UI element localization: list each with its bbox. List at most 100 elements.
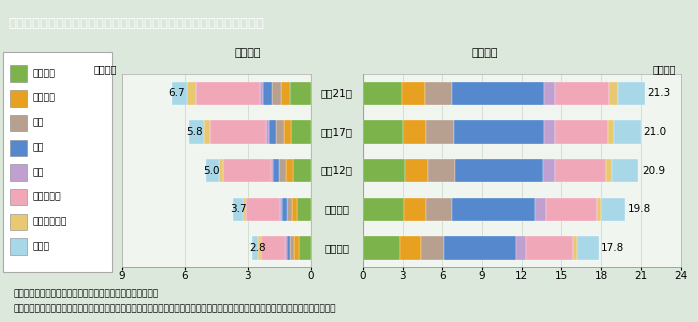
Bar bbox=[363, 82, 402, 105]
Bar bbox=[606, 159, 612, 182]
Text: 平成21年: 平成21年 bbox=[321, 88, 352, 99]
Text: 第１－８－９図　専攻分野別にみた大学等の研究本務者の推移（性別）: 第１－８－９図 専攻分野別にみた大学等の研究本務者の推移（性別） bbox=[8, 17, 265, 30]
Bar bbox=[400, 236, 420, 260]
Bar bbox=[204, 120, 210, 144]
Text: 農学: 農学 bbox=[33, 168, 44, 177]
Bar bbox=[293, 159, 311, 182]
Bar bbox=[543, 159, 555, 182]
Bar bbox=[555, 82, 609, 105]
Bar bbox=[403, 120, 426, 144]
Text: 〈女性〉: 〈女性〉 bbox=[235, 48, 261, 58]
FancyBboxPatch shape bbox=[10, 238, 27, 255]
Text: 2.8: 2.8 bbox=[249, 243, 266, 253]
Bar bbox=[272, 82, 281, 105]
Bar bbox=[555, 120, 608, 144]
Bar bbox=[404, 198, 426, 221]
FancyBboxPatch shape bbox=[3, 52, 112, 272]
Bar bbox=[363, 120, 403, 144]
Bar bbox=[454, 120, 544, 144]
Bar bbox=[297, 198, 311, 221]
FancyBboxPatch shape bbox=[10, 65, 27, 82]
Bar bbox=[266, 120, 269, 144]
Bar bbox=[188, 82, 196, 105]
Bar bbox=[246, 198, 281, 221]
Bar bbox=[363, 198, 404, 221]
Bar bbox=[426, 120, 454, 144]
Bar bbox=[618, 82, 645, 105]
Bar bbox=[535, 198, 547, 221]
Bar bbox=[273, 159, 279, 182]
Text: 17.8: 17.8 bbox=[601, 243, 625, 253]
Bar bbox=[608, 120, 614, 144]
Bar bbox=[284, 120, 291, 144]
FancyBboxPatch shape bbox=[10, 189, 27, 205]
Bar bbox=[290, 82, 311, 105]
Bar bbox=[363, 159, 405, 182]
Text: 〈男性〉: 〈男性〉 bbox=[472, 48, 498, 58]
Bar bbox=[271, 159, 273, 182]
Bar bbox=[526, 236, 572, 260]
Text: 19.8: 19.8 bbox=[628, 204, 651, 214]
Bar bbox=[189, 120, 204, 144]
Bar bbox=[426, 198, 452, 221]
Text: 3.7: 3.7 bbox=[230, 204, 247, 214]
Bar bbox=[597, 198, 601, 221]
Bar bbox=[614, 120, 641, 144]
Bar bbox=[402, 82, 425, 105]
Text: 医学・歯学: 医学・歯学 bbox=[33, 193, 61, 202]
Bar bbox=[429, 159, 455, 182]
Text: 平成２年: 平成２年 bbox=[325, 243, 349, 253]
Bar bbox=[218, 159, 223, 182]
Bar bbox=[210, 120, 266, 144]
Bar bbox=[290, 236, 295, 260]
Bar bbox=[258, 236, 260, 260]
FancyBboxPatch shape bbox=[10, 115, 27, 131]
Text: （万人）: （万人） bbox=[94, 64, 117, 74]
Text: 社会科学: 社会科学 bbox=[33, 94, 56, 103]
Bar bbox=[544, 82, 555, 105]
Bar bbox=[281, 82, 290, 105]
Bar bbox=[282, 198, 286, 221]
Bar bbox=[233, 198, 243, 221]
Text: 人文科学: 人文科学 bbox=[33, 69, 56, 78]
Bar bbox=[285, 236, 287, 260]
Bar bbox=[425, 82, 452, 105]
Text: 21.0: 21.0 bbox=[644, 127, 667, 137]
Text: 21.3: 21.3 bbox=[648, 88, 671, 99]
Bar bbox=[295, 236, 299, 260]
Bar bbox=[577, 236, 598, 260]
Bar bbox=[420, 236, 444, 260]
Bar bbox=[444, 236, 517, 260]
FancyBboxPatch shape bbox=[10, 164, 27, 181]
Bar bbox=[281, 198, 282, 221]
Bar bbox=[260, 236, 285, 260]
Text: 平成７年: 平成７年 bbox=[325, 204, 349, 214]
Bar bbox=[405, 159, 429, 182]
Bar bbox=[572, 236, 577, 260]
Bar bbox=[196, 82, 260, 105]
Text: その他の保健: その他の保健 bbox=[33, 217, 67, 226]
Bar bbox=[517, 236, 526, 260]
Bar bbox=[286, 159, 293, 182]
Text: 6.7: 6.7 bbox=[168, 88, 184, 99]
Text: 5.0: 5.0 bbox=[203, 166, 220, 176]
Text: 理学: 理学 bbox=[33, 118, 44, 128]
Text: 平成12年: 平成12年 bbox=[321, 166, 352, 176]
Bar bbox=[243, 198, 246, 221]
Bar bbox=[601, 198, 625, 221]
Bar bbox=[252, 236, 258, 260]
Bar bbox=[292, 198, 297, 221]
Bar bbox=[286, 198, 292, 221]
Bar bbox=[452, 198, 535, 221]
Bar bbox=[269, 120, 276, 144]
Text: 平成17年: 平成17年 bbox=[321, 127, 352, 137]
Bar bbox=[287, 236, 290, 260]
FancyBboxPatch shape bbox=[10, 139, 27, 156]
Text: 工学: 工学 bbox=[33, 143, 44, 152]
Bar bbox=[544, 120, 555, 144]
Bar bbox=[363, 236, 400, 260]
FancyBboxPatch shape bbox=[10, 213, 27, 230]
Bar bbox=[172, 82, 188, 105]
Bar bbox=[547, 198, 597, 221]
Bar bbox=[291, 120, 311, 144]
